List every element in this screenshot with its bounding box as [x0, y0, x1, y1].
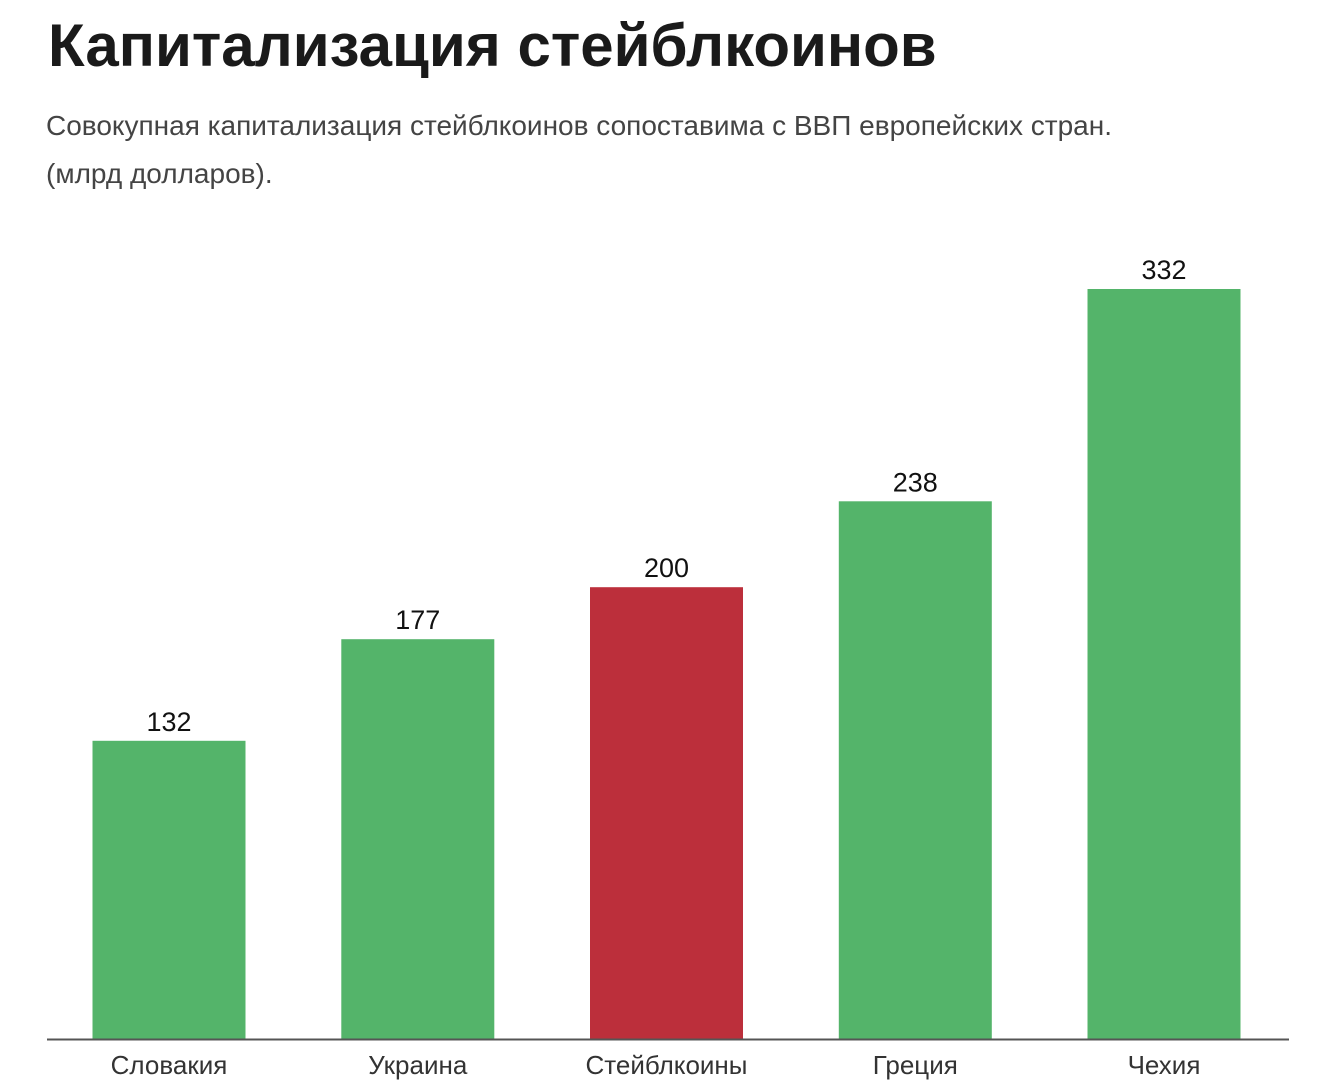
category-label-2: Украина [368, 1050, 468, 1080]
subtitle-line-2: (млрд долларов). [46, 158, 273, 189]
category-label-1: Словакия [111, 1050, 228, 1080]
bar-5-value-label: 332 [1141, 255, 1186, 285]
bar-1-value-label: 132 [146, 707, 191, 737]
category-label-4: Греция [873, 1050, 958, 1080]
category-label-5: Чехия [1128, 1050, 1201, 1080]
chart-subtitle: Совокупная капитализация стейблкоинов со… [46, 102, 1306, 198]
bar-4 [838, 501, 992, 1039]
bar-5 [1087, 289, 1241, 1039]
bar-4-value-label: 238 [893, 467, 938, 497]
chart-title: Капитализация стейблкоинов [48, 12, 937, 79]
bar-3-value-label: 200 [644, 553, 689, 583]
bar-2 [341, 639, 495, 1039]
bar-1 [92, 740, 246, 1039]
subtitle-line-1: Совокупная капитализация стейблкоинов со… [46, 110, 1112, 141]
bar-2-value-label: 177 [395, 605, 440, 635]
bar-3 [590, 587, 743, 1039]
category-label-3: Стейблкоины [586, 1050, 748, 1080]
